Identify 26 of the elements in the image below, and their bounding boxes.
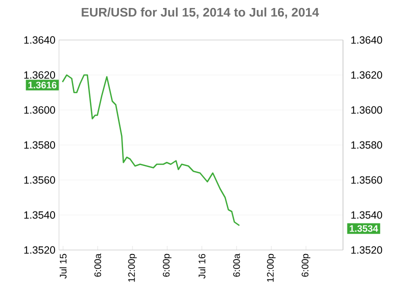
x-tick-label: 6:00p [162,254,172,277]
x-tick-label: Jul 15 [60,254,67,279]
y2-tick-label: 1.3580 [351,141,382,149]
y-tick-label: 1.3640 [24,36,56,44]
y2-tick-label: 1.3520 [351,246,382,254]
y-tick-label: 1.3520 [24,246,56,254]
x-tick-label: 6:00a [94,254,102,277]
y-tick-label: 1.3540 [24,211,56,219]
y-tick-label: 1.3620 [24,71,56,79]
text: 1.3534 [350,225,378,232]
y2-tick-label: 1.3600 [351,106,382,114]
line-series [62,74,240,226]
text: 1.3616 [28,82,56,88]
y2-tick-label: 1.3620 [351,71,382,79]
y-tick-label: 1.3580 [24,141,56,149]
x-tick-label: 12:00p [266,254,276,282]
x-tick-label: 6:00p [302,254,310,277]
x-tick-label: 6:00a [233,254,240,277]
y2-tick-label: 1.3540 [351,211,382,219]
y2-tick-label: 1.3560 [351,176,382,184]
chart-title: EUR/USD for Jul 15, 2014 to Jul 16, 2014 [82,8,319,18]
y-tick-label: 1.3560 [24,176,56,184]
y-tick-label: 1.3600 [24,106,56,114]
x-tick-label: 12:00p [128,254,137,282]
x-tick-label: Jul 16 [198,254,206,279]
y2-tick-label: 1.3640 [351,36,382,44]
